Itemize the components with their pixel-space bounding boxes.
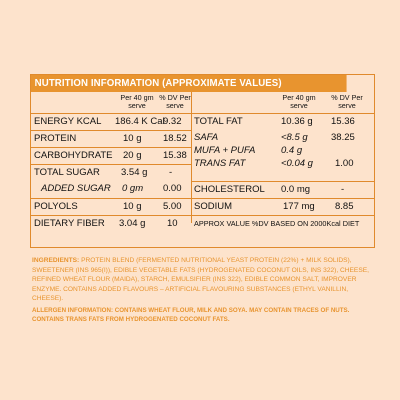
nutrient-row-dietary-fiber: DIETARY FIBER 3.04 g 10 bbox=[31, 215, 191, 232]
nutrient-row-added-sugar: ADDED SUGAR 0 gm 0.00 bbox=[41, 183, 182, 194]
right-per-serve-header: Per 40 gm serve bbox=[282, 93, 316, 110]
left-per-serve-header: Per 40 gm serve bbox=[120, 93, 154, 110]
nutrient-row-safa: SAFA <8.5 g 38.25 bbox=[194, 132, 355, 143]
nutrient-row-polyols: POLYOLS 10 g 5.00 bbox=[31, 198, 191, 215]
nutrient-row-energy: ENERGY KCAL 186.4 K Cal 9.32 bbox=[31, 113, 191, 130]
nutrient-row-sodium: SODIUM 177 mg 8.85 bbox=[191, 198, 374, 215]
ingredients-heading: INGREDIENTS: bbox=[32, 257, 80, 264]
panel-title: NUTRITION INFORMATION (APPROXIMATE VALUE… bbox=[31, 75, 347, 92]
nutrient-row-cholesterol: CHOLESTEROL 0.0 mg - bbox=[191, 181, 374, 198]
right-dv-header: % DV Per serve bbox=[331, 93, 363, 110]
nutrient-row-mufa-pufa: MUFA + PUFA 0.4 g bbox=[194, 145, 303, 156]
nutrient-row-protein: PROTEIN 10 g 18.52 bbox=[31, 130, 191, 147]
nutrient-row-total-fat: TOTAL FAT 10.36 g 15.36 bbox=[191, 113, 374, 130]
ingredients-text: INGREDIENTS: PROTEIN BLEND (FERMENTED NU… bbox=[32, 256, 374, 304]
ingredients-body: PROTEIN BLEND (FERMENTED NUTRITIONAL YEA… bbox=[32, 257, 369, 303]
nutrient-row-total-sugar: TOTAL SUGAR 3.54 g - bbox=[31, 164, 191, 181]
nutrient-row-trans-fat: TRANS FAT <0.04 g 1.00 bbox=[194, 158, 354, 169]
column-divider bbox=[191, 92, 192, 223]
nutrition-panel: NUTRITION INFORMATION (APPROXIMATE VALUE… bbox=[30, 74, 375, 248]
dv-footnote: APPROX VALUE %DV BASED ON 2000Kcal DIET bbox=[191, 215, 374, 232]
allergen-information: ALLERGEN INFORMATION: CONTAINS WHEAT FLO… bbox=[32, 307, 350, 323]
nutrient-row-carbohydrate: CARBOHYDRATE 20 g 15.38 bbox=[31, 147, 191, 164]
left-dv-header: % DV Per serve bbox=[159, 93, 191, 110]
